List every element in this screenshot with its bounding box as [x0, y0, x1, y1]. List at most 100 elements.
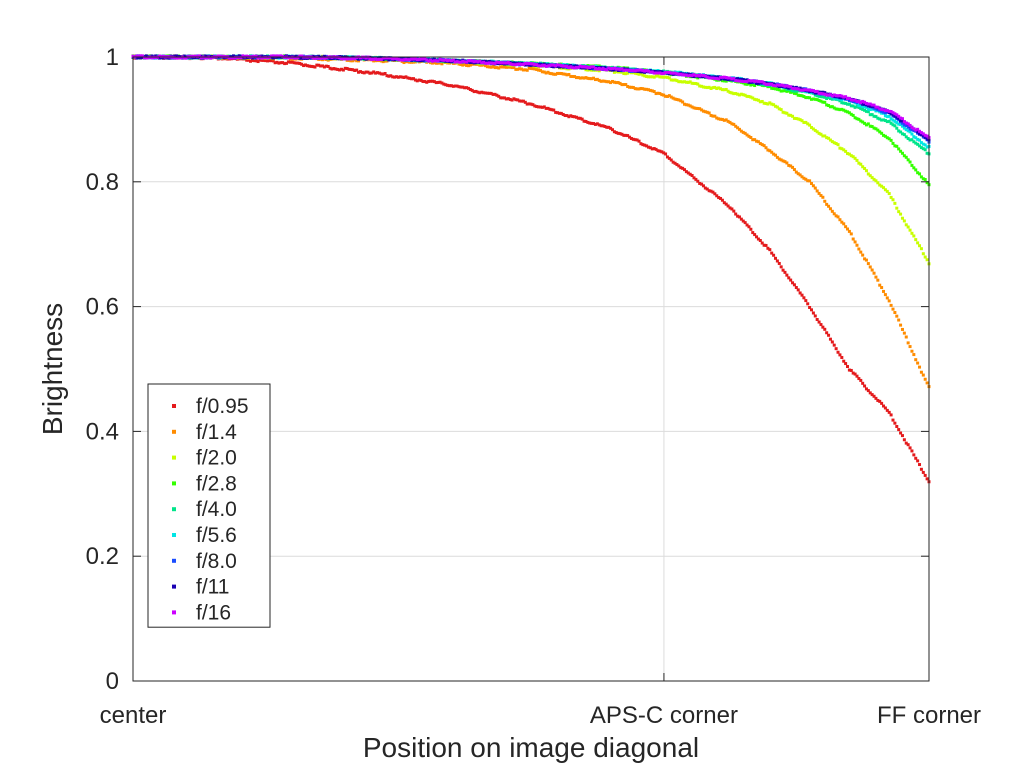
data-point: [684, 103, 688, 107]
data-point: [595, 77, 599, 81]
data-point: [863, 105, 867, 109]
data-point: [694, 177, 698, 181]
data-point: [383, 72, 387, 76]
data-point: [300, 56, 304, 60]
data-point: [899, 212, 903, 216]
data-point: [411, 57, 415, 61]
data-point: [573, 115, 577, 119]
data-point: [690, 81, 694, 85]
data-point: [861, 381, 865, 385]
data-point: [751, 82, 755, 86]
data-point: [645, 87, 649, 91]
data-point: [497, 66, 501, 70]
data-point: [470, 88, 474, 92]
data-point: [341, 57, 345, 61]
data-point: [849, 104, 853, 108]
data-point: [895, 206, 899, 210]
data-point: [176, 56, 180, 60]
data-point: [231, 56, 235, 60]
data-point: [842, 95, 846, 99]
data-point: [730, 207, 734, 211]
data-point: [182, 54, 186, 58]
data-point: [643, 87, 647, 91]
data-point: [868, 102, 872, 106]
legend-label: f/5.6: [196, 524, 237, 547]
data-point: [262, 56, 266, 60]
data-point: [582, 119, 586, 123]
data-point: [764, 102, 768, 106]
data-point: [880, 118, 884, 122]
data-point: [918, 132, 922, 136]
data-point: [878, 183, 882, 187]
data-point: [603, 79, 607, 83]
data-point: [612, 130, 616, 134]
data-point: [857, 117, 861, 121]
data-point: [891, 198, 895, 202]
data-point: [516, 62, 520, 66]
data-point: [847, 111, 851, 115]
data-point: [432, 59, 436, 63]
data-point: [722, 88, 726, 92]
data-point: [449, 84, 453, 88]
data-point: [745, 223, 749, 227]
data-point: [620, 132, 624, 136]
data-point: [925, 477, 929, 481]
data-point: [811, 127, 815, 131]
data-point: [512, 63, 516, 67]
data-point: [544, 64, 548, 68]
data-point: [345, 67, 349, 71]
data-point: [468, 88, 472, 92]
data-point: [652, 75, 656, 79]
data-point: [745, 94, 749, 98]
data-point: [484, 91, 488, 95]
data-point: [520, 99, 524, 103]
data-point: [773, 84, 777, 88]
data-point: [811, 311, 815, 315]
data-point: [288, 56, 292, 60]
data-point: [853, 98, 857, 102]
data-point: [590, 65, 594, 69]
data-point: [559, 72, 563, 76]
data-point: [868, 265, 872, 269]
data-point: [647, 69, 651, 73]
x-tick-label: center: [100, 702, 167, 729]
data-point: [802, 95, 806, 99]
data-point: [626, 134, 630, 138]
data-point: [442, 82, 446, 86]
data-point: [478, 59, 482, 63]
data-point: [216, 54, 220, 58]
data-point: [683, 73, 687, 77]
data-point: [885, 109, 889, 113]
data-point: [755, 79, 759, 83]
data-point: [525, 68, 529, 72]
data-point: [233, 56, 237, 60]
data-point: [882, 404, 886, 408]
data-point: [891, 418, 895, 422]
data-point: [607, 80, 611, 84]
data-point: [849, 232, 853, 236]
data-point: [474, 61, 478, 65]
data-point: [393, 56, 397, 60]
data-point: [751, 79, 755, 83]
data-point: [542, 105, 546, 109]
data-point: [457, 85, 461, 89]
data-point: [921, 177, 925, 181]
data-point: [364, 70, 368, 74]
data-point: [823, 327, 827, 331]
data-point: [895, 314, 899, 318]
data-point: [495, 93, 499, 97]
data-point: [919, 146, 923, 150]
data-point: [633, 69, 637, 73]
data-point: [914, 358, 918, 362]
data-point: [713, 75, 717, 79]
data-point: [622, 72, 626, 76]
data-point: [413, 57, 417, 61]
data-point: [811, 97, 815, 101]
data-point: [698, 107, 702, 111]
data-point: [485, 91, 489, 95]
data-point: [902, 133, 906, 137]
data-point: [823, 91, 827, 95]
data-point: [468, 60, 472, 64]
data-point: [703, 110, 707, 114]
data-point: [671, 78, 675, 82]
